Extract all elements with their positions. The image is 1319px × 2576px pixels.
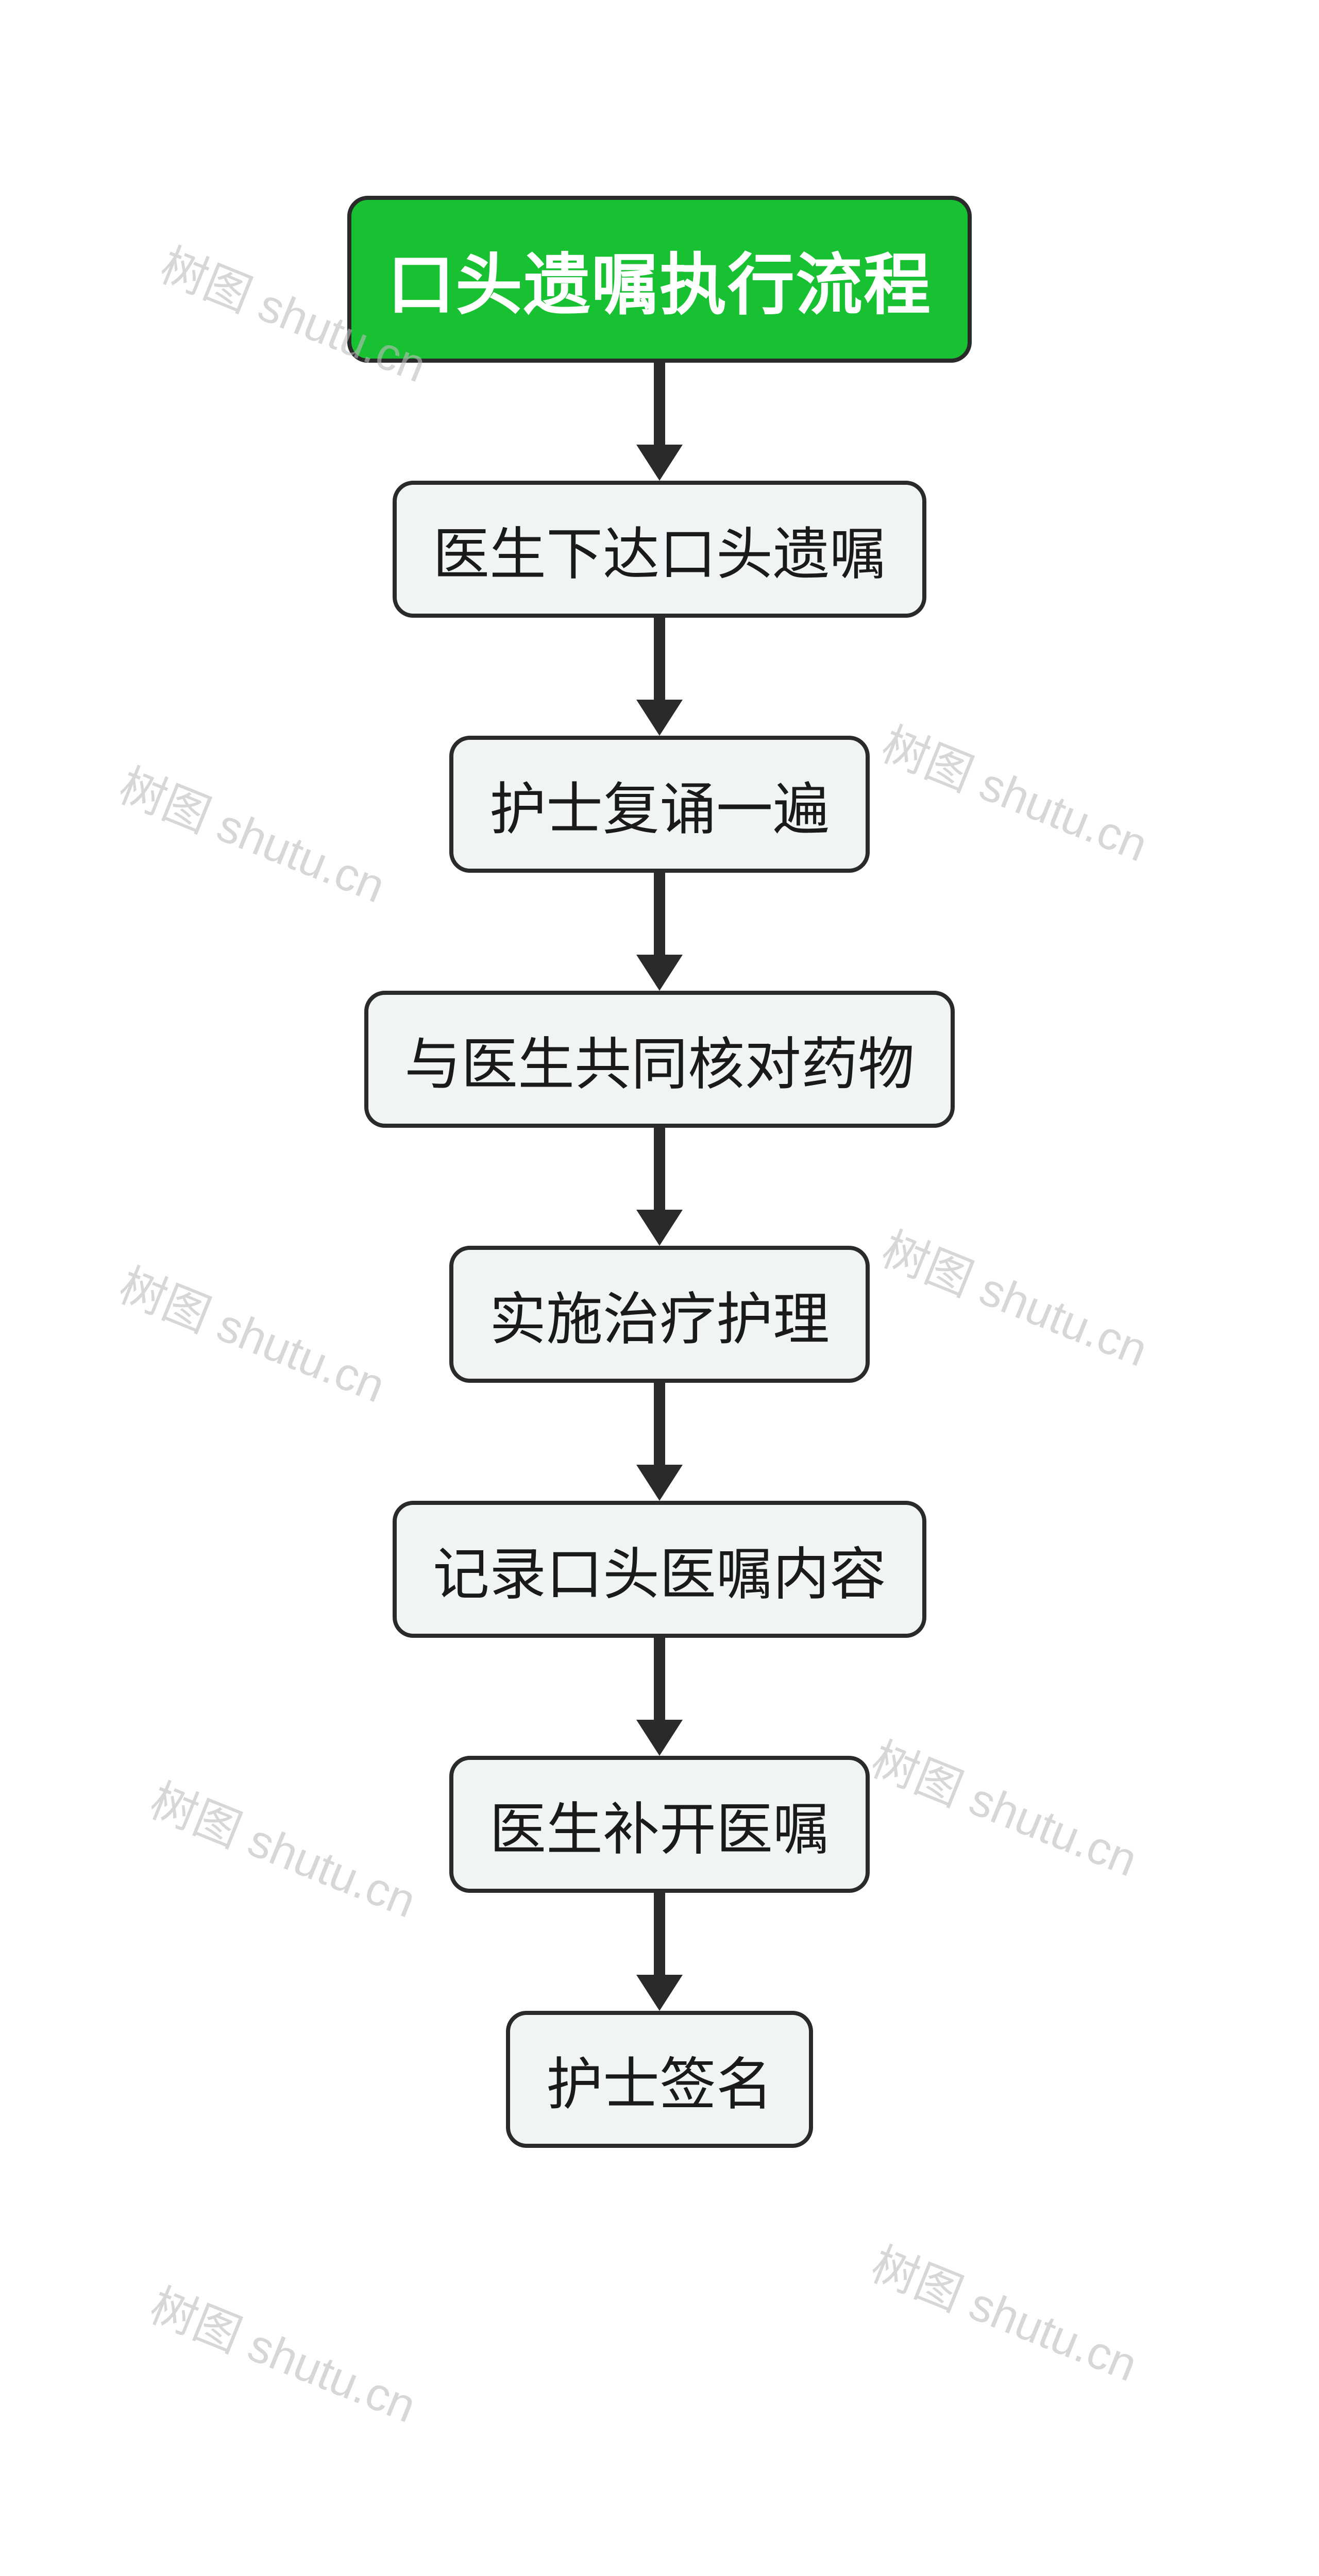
flowchart: 口头遗嘱执行流程 医生下达口头遗嘱 护士复诵一遍 与医生共同核对药物 实施治疗护…: [347, 196, 972, 2148]
arrow-icon: [636, 618, 683, 736]
watermark: 树图 shutu.cn: [142, 2268, 428, 2436]
step-node-2: 护士复诵一遍: [449, 736, 870, 873]
canvas: 口头遗嘱执行流程 医生下达口头遗嘱 护士复诵一遍 与医生共同核对药物 实施治疗护…: [0, 0, 1319, 2576]
step-node-1: 医生下达口头遗嘱: [393, 481, 926, 618]
arrow-icon: [636, 1638, 683, 1756]
step-node-4: 实施治疗护理: [449, 1246, 870, 1383]
arrow-icon: [636, 1893, 683, 2011]
arrow-icon: [636, 1383, 683, 1501]
title-node: 口头遗嘱执行流程: [347, 196, 972, 363]
step-node-5: 记录口头医嘱内容: [393, 1501, 926, 1638]
step-node-7: 护士签名: [506, 2011, 813, 2148]
step-node-3: 与医生共同核对药物: [364, 991, 955, 1128]
arrow-icon: [636, 1128, 683, 1246]
step-node-6: 医生补开医嘱: [449, 1756, 870, 1893]
arrow-icon: [636, 363, 683, 481]
arrow-icon: [636, 873, 683, 991]
watermark: 树图 shutu.cn: [864, 2227, 1149, 2395]
